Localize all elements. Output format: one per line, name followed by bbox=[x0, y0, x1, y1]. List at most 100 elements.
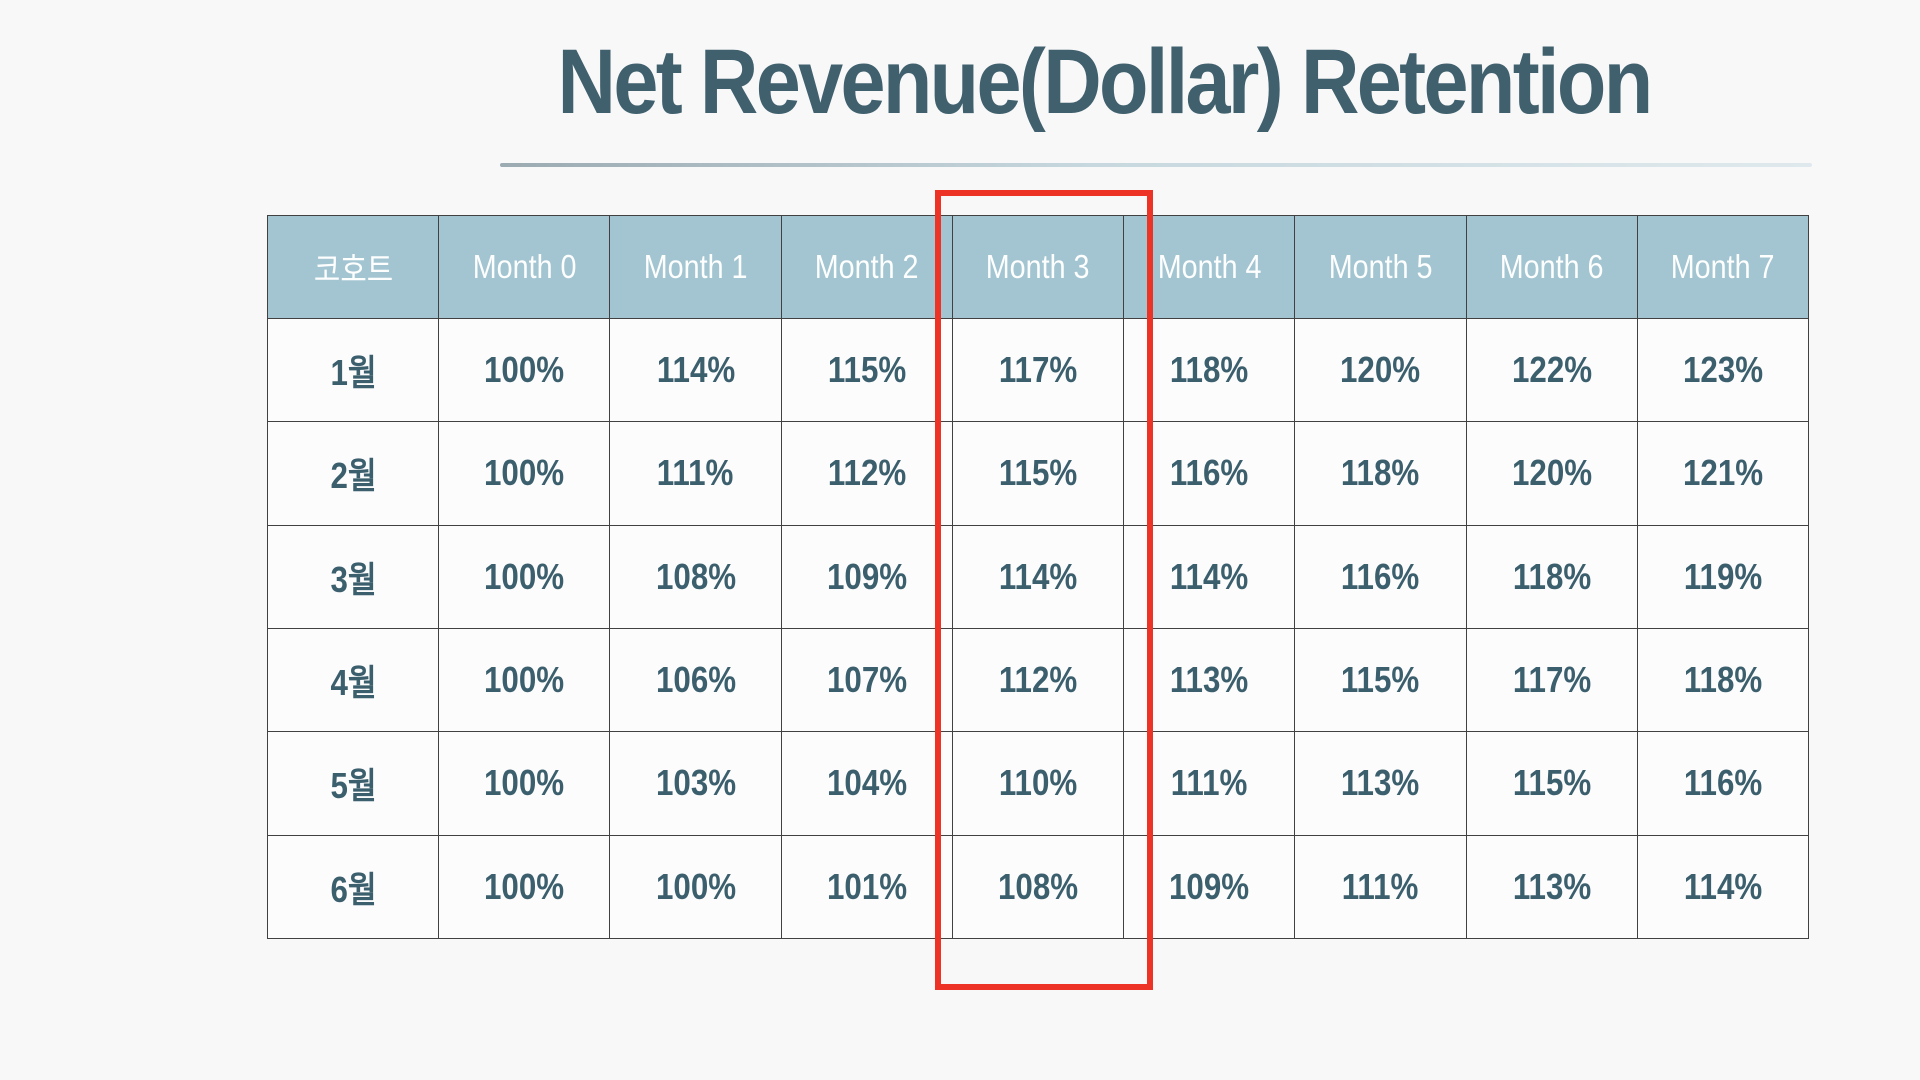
value-text: 119% bbox=[1683, 555, 1763, 597]
value-text: 108% bbox=[655, 555, 736, 597]
value-cell: 118% bbox=[1465, 524, 1638, 629]
value-text: 116% bbox=[1683, 762, 1763, 804]
value-cell: 114% bbox=[1123, 524, 1296, 629]
value-text: 110% bbox=[998, 762, 1078, 804]
value-cell: 100% bbox=[438, 421, 611, 526]
col-header-3: Month 2 bbox=[780, 215, 953, 319]
col-header-label: Month 6 bbox=[1499, 248, 1604, 285]
value-text: 113% bbox=[1170, 659, 1249, 701]
value-text: 116% bbox=[1170, 452, 1249, 494]
value-text: 104% bbox=[826, 762, 907, 804]
value-cell: 116% bbox=[1123, 421, 1296, 526]
col-header-label: Month 3 bbox=[986, 248, 1090, 285]
value-cell: 100% bbox=[438, 627, 611, 733]
value-text: 118% bbox=[1512, 555, 1591, 597]
value-cell: 117% bbox=[1465, 627, 1638, 733]
value-text: 106% bbox=[655, 659, 736, 701]
value-cell: 108% bbox=[951, 834, 1125, 940]
value-cell: 106% bbox=[609, 627, 782, 733]
value-cell: 108% bbox=[609, 524, 782, 629]
value-cell: 118% bbox=[1123, 317, 1296, 423]
value-text: 118% bbox=[1170, 349, 1249, 391]
value-text: 100% bbox=[484, 865, 565, 907]
value-text: 113% bbox=[1512, 865, 1591, 907]
value-cell: 121% bbox=[1636, 421, 1810, 526]
value-cell: 100% bbox=[609, 834, 782, 940]
value-text: 115% bbox=[1512, 762, 1591, 804]
value-text: 100% bbox=[484, 452, 565, 494]
value-text: 114% bbox=[998, 555, 1078, 597]
value-text: 115% bbox=[1341, 659, 1420, 701]
col-header-label: Month 5 bbox=[1328, 248, 1433, 285]
value-text: 109% bbox=[826, 555, 907, 597]
value-text: 114% bbox=[656, 349, 735, 391]
value-text: 100% bbox=[484, 555, 565, 597]
row-label-cell: 6월 bbox=[266, 834, 440, 940]
value-text: 118% bbox=[1683, 659, 1763, 701]
value-cell: 117% bbox=[951, 317, 1125, 423]
col-header-label: Month 1 bbox=[643, 248, 748, 285]
col-header-5: Month 4 bbox=[1123, 215, 1296, 319]
value-text: 120% bbox=[1340, 349, 1421, 391]
value-cell: 120% bbox=[1294, 317, 1467, 423]
value-cell: 100% bbox=[438, 317, 611, 423]
col-header-label: Month 7 bbox=[1671, 248, 1775, 285]
value-text: 120% bbox=[1511, 452, 1592, 494]
value-text: 100% bbox=[484, 659, 565, 701]
page-title: Net Revenue(Dollar) Retention bbox=[557, 31, 1653, 133]
value-cell: 120% bbox=[1465, 421, 1638, 526]
value-text: 111% bbox=[1170, 762, 1248, 804]
value-cell: 111% bbox=[609, 421, 782, 526]
value-cell: 112% bbox=[780, 421, 953, 526]
value-text: 113% bbox=[1341, 762, 1420, 804]
value-text: 118% bbox=[1341, 452, 1420, 494]
value-cell: 113% bbox=[1123, 627, 1296, 733]
value-cell: 100% bbox=[438, 834, 611, 940]
table-body: 1월 100% 114% 115% 117% 118% 120% 122% 123% 2월 100%… bbox=[266, 317, 1810, 940]
value-text: 100% bbox=[655, 865, 736, 907]
value-cell: 118% bbox=[1294, 421, 1467, 526]
value-text: 108% bbox=[997, 865, 1079, 907]
col-header-label: 코호트 bbox=[313, 251, 393, 288]
value-text: 100% bbox=[484, 762, 565, 804]
col-header-0: 코호트 bbox=[266, 215, 440, 319]
col-header-8: Month 7 bbox=[1636, 215, 1810, 319]
value-text: 115% bbox=[827, 349, 906, 391]
value-cell: 118% bbox=[1636, 627, 1810, 733]
value-cell: 101% bbox=[780, 834, 953, 940]
value-text: 123% bbox=[1682, 349, 1763, 391]
table-row: 2월 100% 111% 112% 115% 116% 118% 120% 121% bbox=[266, 421, 1810, 526]
value-cell: 111% bbox=[1294, 834, 1467, 940]
value-cell: 110% bbox=[951, 731, 1125, 836]
value-text: 121% bbox=[1682, 452, 1763, 494]
table-row: 6월 100% 100% 101% 108% 109% 111% 113% 114% bbox=[266, 834, 1810, 940]
value-text: 117% bbox=[1512, 659, 1591, 701]
page-title-wrap: Net Revenue(Dollar) Retention bbox=[483, 30, 1725, 136]
col-header-label: Month 2 bbox=[814, 248, 919, 285]
value-text: 103% bbox=[655, 762, 736, 804]
value-cell: 112% bbox=[951, 627, 1125, 733]
value-cell: 116% bbox=[1636, 731, 1810, 836]
row-label-cell: 5월 bbox=[266, 731, 440, 836]
value-text: 111% bbox=[1342, 865, 1419, 907]
row-label: 5월 bbox=[329, 765, 377, 807]
value-cell: 115% bbox=[1465, 731, 1638, 836]
row-label: 1월 bbox=[329, 352, 377, 394]
value-cell: 113% bbox=[1294, 731, 1467, 836]
value-cell: 115% bbox=[1294, 627, 1467, 733]
value-cell: 114% bbox=[609, 317, 782, 423]
value-text: 112% bbox=[827, 452, 906, 494]
value-text: 114% bbox=[1170, 555, 1249, 597]
value-cell: 115% bbox=[780, 317, 953, 423]
value-text: 114% bbox=[1683, 865, 1763, 907]
table-row: 3월 100% 108% 109% 114% 114% 116% 118% 119% bbox=[266, 524, 1810, 629]
row-label: 6월 bbox=[329, 868, 377, 910]
row-label: 2월 bbox=[329, 455, 377, 497]
value-text: 100% bbox=[484, 349, 565, 391]
value-text: 116% bbox=[1341, 555, 1420, 597]
value-text: 101% bbox=[826, 865, 907, 907]
value-text: 122% bbox=[1511, 349, 1592, 391]
cohort-retention-table: 코호트 Month 0 Month 1 Month 2 Month 3 Month 4 Mo… bbox=[266, 215, 1810, 940]
value-cell: 123% bbox=[1636, 317, 1810, 423]
